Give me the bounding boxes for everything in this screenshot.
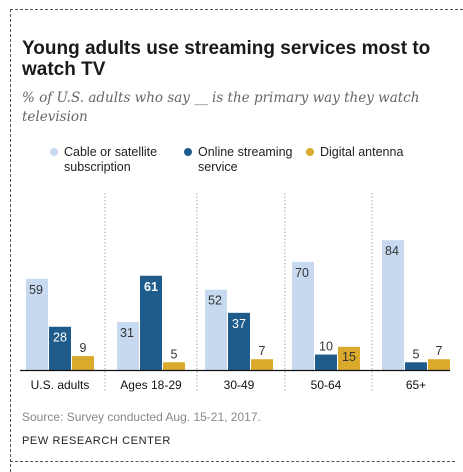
legend-label-antenna: Digital antenna — [320, 145, 404, 159]
bottom-dashed-border — [10, 461, 455, 462]
data-label-online: 5 — [413, 347, 420, 361]
organization-name: PEW RESEARCH CENTER — [22, 435, 171, 447]
bar-online — [405, 362, 427, 370]
chart-title: Young adults use streaming services most… — [22, 38, 431, 80]
left-dashed-border — [10, 9, 11, 472]
category-label: U.S. adults — [31, 378, 90, 392]
bar-antenna — [251, 359, 273, 370]
data-label-antenna: 9 — [80, 341, 87, 355]
bar-online — [140, 275, 162, 370]
legend-label-cable: Cable or satellite subscription — [64, 145, 158, 174]
data-label-cable: 59 — [29, 283, 43, 297]
data-label-online: 37 — [232, 317, 246, 331]
category-label: 65+ — [406, 378, 426, 392]
legend-label-online: Online streaming service — [198, 145, 293, 174]
data-label-antenna: 5 — [171, 347, 178, 361]
legend-swatch-cable — [50, 148, 58, 156]
bar-antenna — [338, 346, 360, 370]
data-label-online: 10 — [319, 340, 333, 354]
source-note: Source: Survey conducted Aug. 15-21, 201… — [22, 410, 261, 424]
data-label-cable: 84 — [385, 244, 399, 258]
bar-online — [315, 354, 337, 370]
bar-cable — [292, 261, 314, 370]
data-label-antenna: 15 — [342, 350, 356, 364]
data-label-cable: 31 — [120, 326, 134, 340]
data-label-antenna: 7 — [259, 344, 266, 358]
legend-swatch-antenna — [306, 148, 314, 156]
category-label: 30-49 — [224, 378, 255, 392]
bar-cable — [26, 278, 48, 370]
bar-antenna — [428, 359, 450, 370]
data-label-cable: 52 — [208, 294, 222, 308]
legend-swatch-online — [184, 148, 192, 156]
bar-cable — [205, 289, 227, 370]
category-label: Ages 18-29 — [120, 378, 182, 392]
bar-cable — [382, 240, 404, 370]
bar-antenna — [163, 362, 185, 370]
chart-subtitle: % of U.S. adults who say __ is the prima… — [22, 90, 420, 125]
category-label: 50-64 — [311, 378, 342, 392]
bar-antenna — [72, 356, 94, 370]
bar-online — [228, 312, 250, 370]
top-dashed-border — [10, 9, 463, 10]
bar-cable — [117, 322, 139, 370]
data-label-cable: 70 — [295, 266, 309, 280]
data-label-online: 28 — [53, 331, 67, 345]
data-label-antenna: 7 — [436, 344, 443, 358]
bar-online — [49, 326, 71, 370]
data-label-online: 61 — [144, 280, 158, 294]
